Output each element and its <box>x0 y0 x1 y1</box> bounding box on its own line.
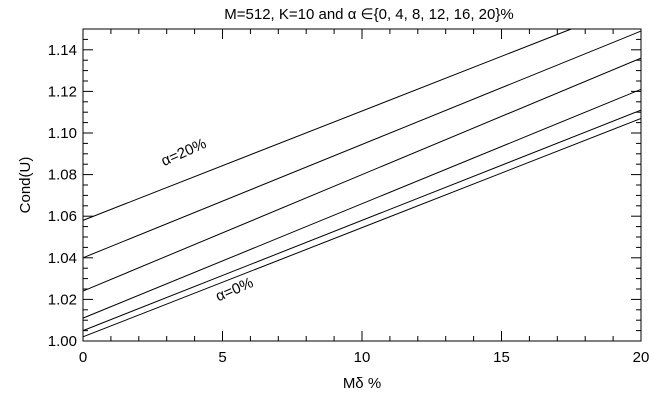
series-line-6 <box>82 28 572 221</box>
plot-frame <box>82 28 642 342</box>
annotation-label-1: α=20% <box>159 135 209 170</box>
x-tick-label: 20 <box>633 349 650 366</box>
y-tick-label: 1.02 <box>48 291 77 308</box>
y-tick-label: 1.12 <box>48 83 77 100</box>
y-tick-label: 1.04 <box>48 250 77 267</box>
y-tick-label: 1.14 <box>48 42 77 59</box>
x-tick-label: 5 <box>218 349 226 366</box>
annotation-layer: α=20% α=0% <box>159 135 256 305</box>
x-tick-label: 10 <box>354 349 371 366</box>
x-tick-label: 15 <box>493 349 510 366</box>
series-line-4 <box>82 57 642 292</box>
series-layer <box>82 28 642 338</box>
x-tick-label: 0 <box>79 349 87 366</box>
series-line-2 <box>82 109 642 332</box>
annotation-label-2: α=0% <box>213 274 256 305</box>
series-line-1 <box>82 117 642 338</box>
y-tick-label: 1.08 <box>48 167 77 184</box>
y-tick-label: 1.06 <box>48 208 77 225</box>
y-tick-label: 1.10 <box>48 125 77 142</box>
y-axis-title: Cond(U) <box>17 157 34 214</box>
series-line-5 <box>82 30 642 259</box>
chart-title: M=512, K=10 and α ∈{0, 4, 8, 12, 16, 20}… <box>224 6 513 23</box>
series-line-3 <box>82 88 642 319</box>
x-axis-title: Mδ % <box>343 375 381 392</box>
y-tick-label: 1.00 <box>48 333 77 350</box>
